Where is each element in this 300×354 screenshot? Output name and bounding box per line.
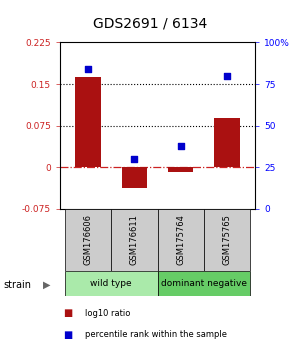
Text: strain: strain [3, 280, 31, 290]
Text: GSM175765: GSM175765 [223, 215, 232, 265]
Bar [158, 271, 250, 296]
Point [85, 66, 90, 72]
Text: ▶: ▶ [43, 280, 50, 290]
Bar [204, 209, 250, 271]
Text: log10 ratio: log10 ratio [85, 309, 131, 318]
Text: GDS2691 / 6134: GDS2691 / 6134 [93, 16, 207, 30]
Bar [64, 209, 111, 271]
Bar [158, 209, 204, 271]
Text: wild type: wild type [90, 279, 132, 288]
Bar [122, 167, 147, 188]
Point [132, 156, 137, 162]
Text: ■: ■ [63, 308, 72, 318]
Point [178, 143, 183, 148]
Text: GSM176606: GSM176606 [83, 214, 92, 266]
Bar [168, 167, 194, 172]
Text: GSM176611: GSM176611 [130, 215, 139, 265]
Bar [64, 271, 158, 296]
Text: dominant negative: dominant negative [161, 279, 247, 288]
Bar [75, 78, 100, 167]
Text: percentile rank within the sample: percentile rank within the sample [85, 330, 227, 339]
Text: GSM175764: GSM175764 [176, 215, 185, 265]
Point [225, 73, 230, 79]
Bar [214, 119, 240, 167]
Bar [111, 209, 158, 271]
Text: ■: ■ [63, 330, 72, 339]
